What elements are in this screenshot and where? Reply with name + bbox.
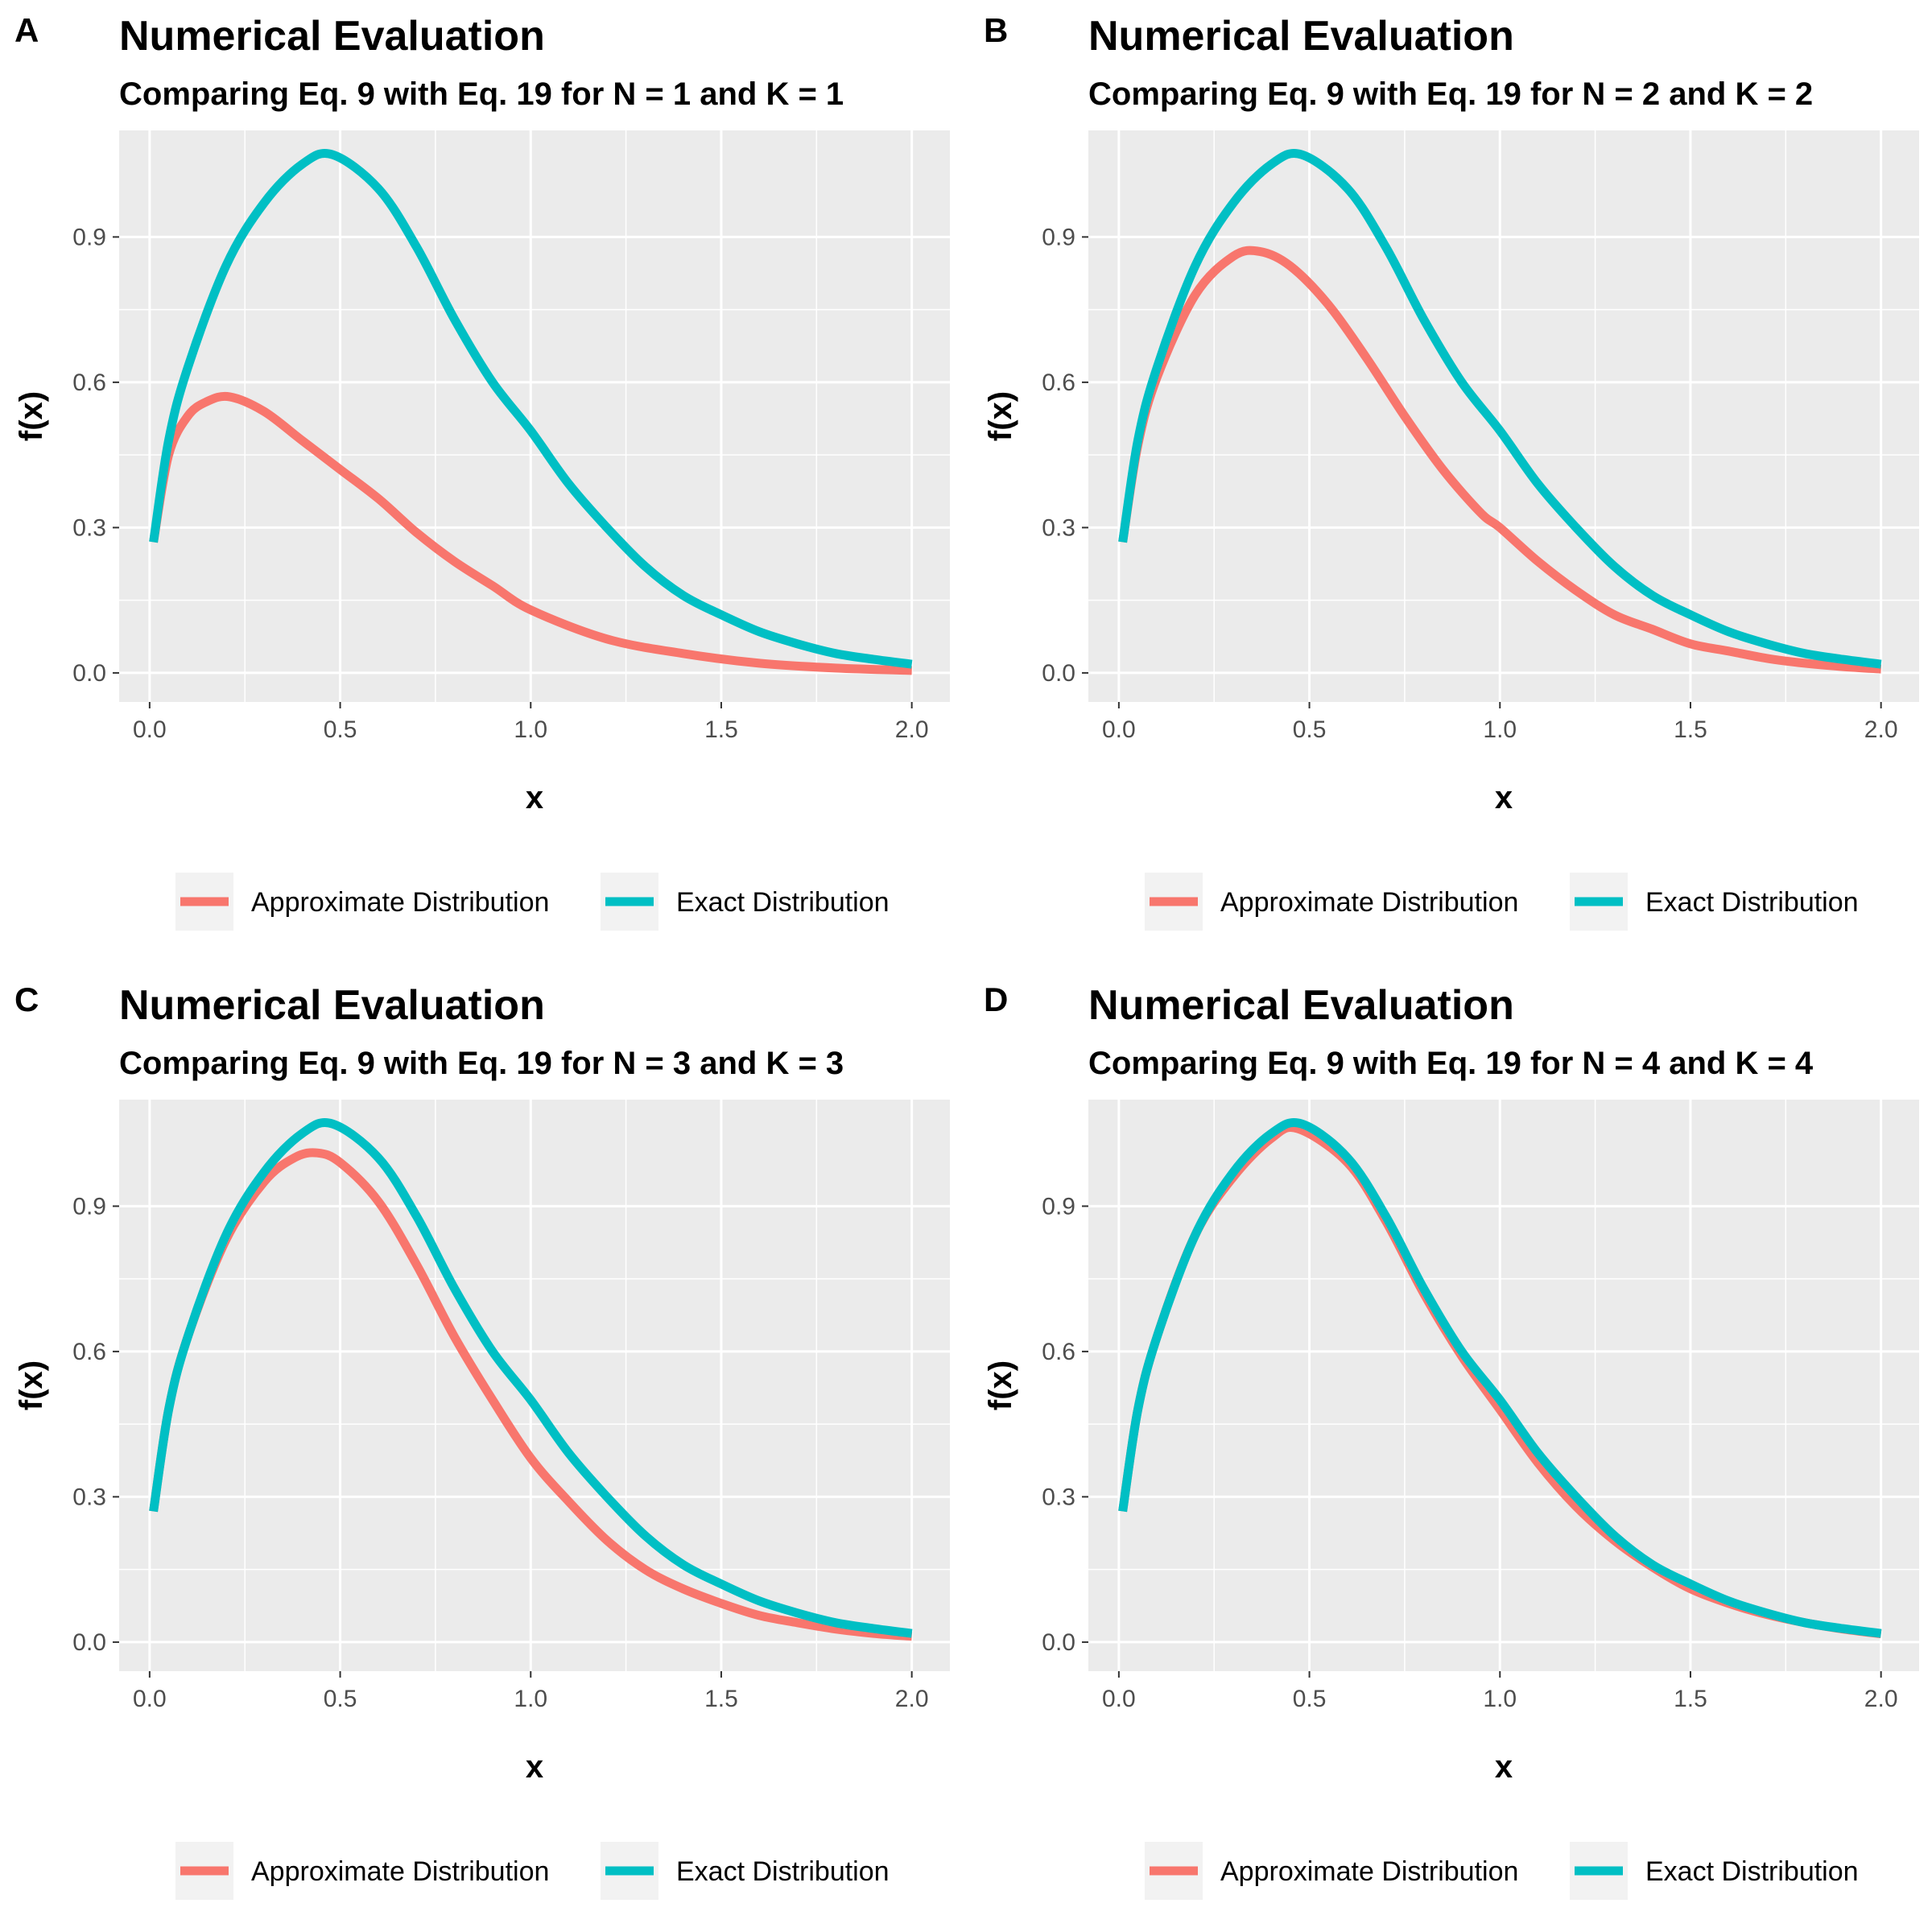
y-tick-label: 0.3	[1042, 1484, 1075, 1510]
x-tick-label: 0.0	[1102, 1686, 1136, 1712]
y-tick-label: 0.6	[72, 369, 106, 396]
x-tick-label: 1.0	[514, 1686, 547, 1712]
legend-label: Exact Distribution	[676, 887, 890, 918]
chart-title: Numerical Evaluation	[1088, 13, 1514, 60]
x-tick-label: 1.0	[514, 716, 547, 743]
chart-title: Numerical Evaluation	[119, 982, 545, 1029]
series-line-exact-distribution	[1118, 1117, 1882, 1638]
y-tick-label: 0.9	[72, 1193, 106, 1220]
legend-item: Approximate Distribution	[1145, 1842, 1518, 1900]
panel-tag: A	[14, 11, 39, 49]
y-tick-label: 0.3	[72, 1484, 106, 1510]
series-line-approximate-distribution	[149, 391, 912, 675]
y-tick-label: 0.3	[1042, 514, 1075, 541]
x-tick-label: 2.0	[1864, 716, 1898, 743]
y-axis-title: f(x)	[983, 1360, 1018, 1410]
series-line-exact-distribution	[149, 148, 913, 669]
x-axis-title: x	[1495, 780, 1513, 815]
x-tick-label: 1.5	[1674, 1686, 1707, 1712]
chart-panel-b: B Numerical Evaluation Comparing Eq. 9 wit…	[983, 11, 1919, 931]
series-line-exact-distribution	[149, 1117, 913, 1638]
legend-item: Approximate Distribution	[1145, 873, 1518, 931]
x-tick-label: 1.0	[1483, 716, 1517, 743]
chart-title: Numerical Evaluation	[119, 13, 545, 60]
chart-panel-d: D Numerical Evaluation Comparing Eq. 9 wit…	[983, 980, 1919, 1900]
legend-item: Approximate Distribution	[175, 1842, 549, 1900]
legend-label: Exact Distribution	[676, 1856, 890, 1887]
panel-tag: C	[14, 980, 39, 1018]
legend-label: Exact Distribution	[1645, 887, 1859, 918]
x-tick-label: 1.0	[1483, 1686, 1517, 1712]
legend-label: Approximate Distribution	[1220, 887, 1518, 918]
legend-label: Approximate Distribution	[251, 1856, 549, 1887]
y-tick-label: 0.0	[1042, 1629, 1075, 1656]
chart-panel-a: A Numerical Evaluation Comparing Eq. 9 wit…	[14, 11, 950, 931]
x-tick-label: 0.5	[324, 1686, 357, 1712]
panel-tag: D	[984, 980, 1008, 1018]
panel-tag: B	[984, 11, 1008, 49]
x-tick-label: 0.0	[133, 716, 167, 743]
x-tick-label: 2.0	[1864, 1686, 1898, 1712]
y-tick-label: 0.9	[72, 224, 106, 250]
legend-label: Approximate Distribution	[1220, 1856, 1518, 1887]
series-line-approximate-distribution	[1118, 246, 1882, 674]
y-tick-label: 0.3	[72, 514, 106, 541]
x-axis-title: x	[526, 1749, 543, 1785]
y-tick-label: 0.9	[1042, 1193, 1075, 1220]
x-tick-label: 1.5	[1674, 716, 1707, 743]
x-tick-label: 0.0	[133, 1686, 167, 1712]
chart-subtitle: Comparing Eq. 9 with Eq. 19 for N = 2 an…	[1088, 76, 1813, 112]
chart-panel-c: C Numerical Evaluation Comparing Eq. 9 wit…	[14, 980, 950, 1900]
legend-label: Exact Distribution	[1645, 1856, 1859, 1887]
legend-item: Exact Distribution	[601, 1842, 890, 1900]
x-tick-label: 0.0	[1102, 716, 1136, 743]
y-tick-label: 0.6	[1042, 369, 1075, 396]
x-axis-title: x	[526, 780, 543, 815]
x-tick-label: 0.5	[1293, 1686, 1327, 1712]
y-tick-label: 0.6	[72, 1339, 106, 1365]
y-tick-label: 0.9	[1042, 224, 1075, 250]
plot-background	[119, 1100, 950, 1671]
y-tick-label: 0.0	[72, 1629, 106, 1656]
x-tick-label: 0.5	[324, 716, 357, 743]
y-tick-label: 0.0	[72, 660, 106, 687]
x-tick-label: 2.0	[895, 1686, 929, 1712]
chart-title: Numerical Evaluation	[1088, 982, 1514, 1029]
y-tick-label: 0.0	[1042, 660, 1075, 687]
y-axis-title: f(x)	[14, 1360, 49, 1410]
x-axis-title: x	[1495, 1749, 1513, 1785]
chart-subtitle: Comparing Eq. 9 with Eq. 19 for N = 4 an…	[1088, 1046, 1814, 1081]
legend-label: Approximate Distribution	[251, 887, 549, 918]
legend-item: Exact Distribution	[1570, 1842, 1859, 1900]
y-axis-title: f(x)	[983, 391, 1018, 441]
x-tick-label: 2.0	[895, 716, 929, 743]
y-tick-label: 0.6	[1042, 1339, 1075, 1365]
chart-subtitle: Comparing Eq. 9 with Eq. 19 for N = 3 an…	[119, 1046, 844, 1081]
legend-item: Exact Distribution	[601, 873, 890, 931]
plot-background	[1088, 1100, 1919, 1671]
legend-item: Approximate Distribution	[175, 873, 549, 931]
plot-background	[119, 130, 950, 702]
y-axis-title: f(x)	[14, 391, 49, 441]
chart-subtitle: Comparing Eq. 9 with Eq. 19 for N = 1 an…	[119, 76, 844, 112]
x-tick-label: 1.5	[704, 716, 738, 743]
plot-background	[1088, 130, 1919, 702]
x-tick-label: 0.5	[1293, 716, 1327, 743]
legend-item: Exact Distribution	[1570, 873, 1859, 931]
series-line-exact-distribution	[1118, 148, 1882, 669]
x-tick-label: 1.5	[704, 1686, 738, 1712]
